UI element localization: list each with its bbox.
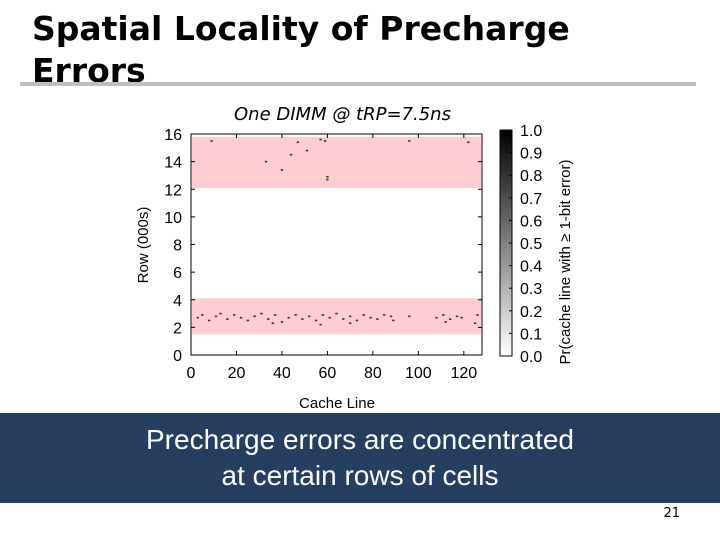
error-point	[207, 319, 211, 322]
y-tick-label: 0	[173, 348, 182, 365]
error-point	[348, 315, 352, 318]
error-point	[226, 318, 229, 320]
error-point	[296, 141, 300, 144]
y-tick-label: 14	[164, 155, 182, 172]
error-point	[289, 153, 293, 156]
error-point	[308, 315, 311, 318]
error-point	[196, 316, 200, 319]
error-point	[442, 314, 445, 316]
highlight-band-1	[192, 136, 481, 188]
callout-line2: at certain rows of cells	[221, 460, 499, 491]
callout-line1: Precharge errors are concentrated	[146, 424, 574, 455]
chart-title: One DIMM @ tRP=7.5ns	[234, 104, 451, 125]
x-tick-label: 120	[450, 365, 477, 382]
colorbar-tick-label: 0.8	[520, 168, 542, 185]
error-point	[323, 140, 327, 142]
slide-title: Spatial Locality of Precharge Errors	[32, 8, 632, 92]
colorbar-tick-label: 0.4	[520, 259, 542, 276]
colorbar-tick-label: 0.2	[520, 304, 542, 321]
y-tick-label: 16	[164, 127, 182, 144]
error-point	[362, 314, 365, 316]
error-point	[210, 140, 213, 142]
error-point	[389, 315, 393, 318]
page-number: 21	[663, 506, 680, 521]
error-point	[267, 318, 270, 320]
error-point	[326, 178, 329, 181]
error-point	[408, 140, 411, 142]
x-tick-label: 80	[364, 365, 382, 382]
colorbar-tick-label: 1.0	[520, 123, 542, 140]
error-point	[321, 314, 325, 316]
error-point	[260, 312, 263, 315]
error-point	[467, 141, 470, 144]
error-point	[355, 319, 359, 322]
error-point	[294, 314, 297, 316]
y-tick-label: 6	[173, 265, 182, 282]
error-point	[444, 321, 447, 323]
error-point	[369, 316, 372, 319]
error-point	[239, 316, 243, 319]
title-divider	[20, 82, 696, 86]
y-tick-label: 8	[173, 238, 182, 255]
colorbar-tick-label: 0.7	[520, 191, 542, 208]
error-point	[305, 149, 309, 152]
x-tick-label: 100	[405, 365, 432, 382]
highlight-band-0	[192, 298, 481, 335]
colorbar-label: Pr(cache line with ≥ 1-bit error)	[557, 160, 574, 365]
error-point	[264, 160, 268, 163]
error-point	[326, 176, 329, 178]
error-point	[392, 319, 395, 322]
callout-banner: Precharge errors are concentrated at cer…	[0, 413, 720, 503]
error-point	[253, 315, 256, 318]
x-tick-label: 40	[273, 365, 291, 382]
y-tick-label: 10	[164, 210, 182, 227]
error-point	[473, 322, 477, 325]
error-point	[271, 322, 275, 325]
error-point	[348, 322, 352, 325]
colorbar-tick-label: 0.5	[520, 236, 542, 253]
error-point	[448, 318, 452, 320]
error-point	[319, 323, 322, 326]
error-point	[280, 169, 284, 171]
y-tick-label: 4	[173, 293, 182, 310]
error-point	[301, 318, 304, 320]
slide-title-line1: Spatial Locality of Precharge	[32, 9, 570, 48]
error-point	[214, 315, 218, 318]
error-point	[376, 318, 379, 320]
colorbar-tick-label: 0.3	[520, 281, 542, 298]
y-tick-label: 2	[173, 320, 182, 337]
colorbar-tick-label: 0.6	[520, 213, 542, 230]
error-point	[314, 319, 318, 322]
error-point	[280, 321, 284, 323]
error-point	[219, 312, 222, 315]
error-point	[328, 316, 331, 319]
error-point	[246, 319, 250, 322]
x-tick-label: 20	[228, 365, 246, 382]
x-tick-label: 60	[319, 365, 337, 382]
error-point	[408, 315, 411, 318]
error-point	[342, 318, 345, 320]
error-point	[335, 312, 338, 315]
colorbar-tick-label: 0.0	[520, 349, 542, 366]
heatmap-chart: 0 20 40 60 80 100 120 0 2 4 6 8 10 12 14 16 0.0 0.1 0.2 0.…	[135, 123, 574, 412]
error-point	[319, 138, 322, 141]
error-point	[455, 315, 459, 318]
error-point	[435, 316, 438, 319]
y-tick-label: 12	[164, 182, 182, 199]
x-tick-label: 0	[187, 365, 196, 382]
colorbar-tick-label: 0.1	[520, 326, 542, 343]
error-point	[476, 314, 479, 316]
error-point	[232, 314, 236, 316]
x-axis-label: Cache Line	[299, 395, 375, 412]
error-point	[383, 314, 386, 316]
colorbar-tick-label: 0.9	[520, 146, 542, 163]
y-axis-label: Row (000s)	[135, 207, 152, 284]
error-point	[460, 316, 463, 319]
error-point	[273, 314, 277, 316]
error-point	[201, 314, 204, 316]
error-point	[287, 316, 290, 319]
